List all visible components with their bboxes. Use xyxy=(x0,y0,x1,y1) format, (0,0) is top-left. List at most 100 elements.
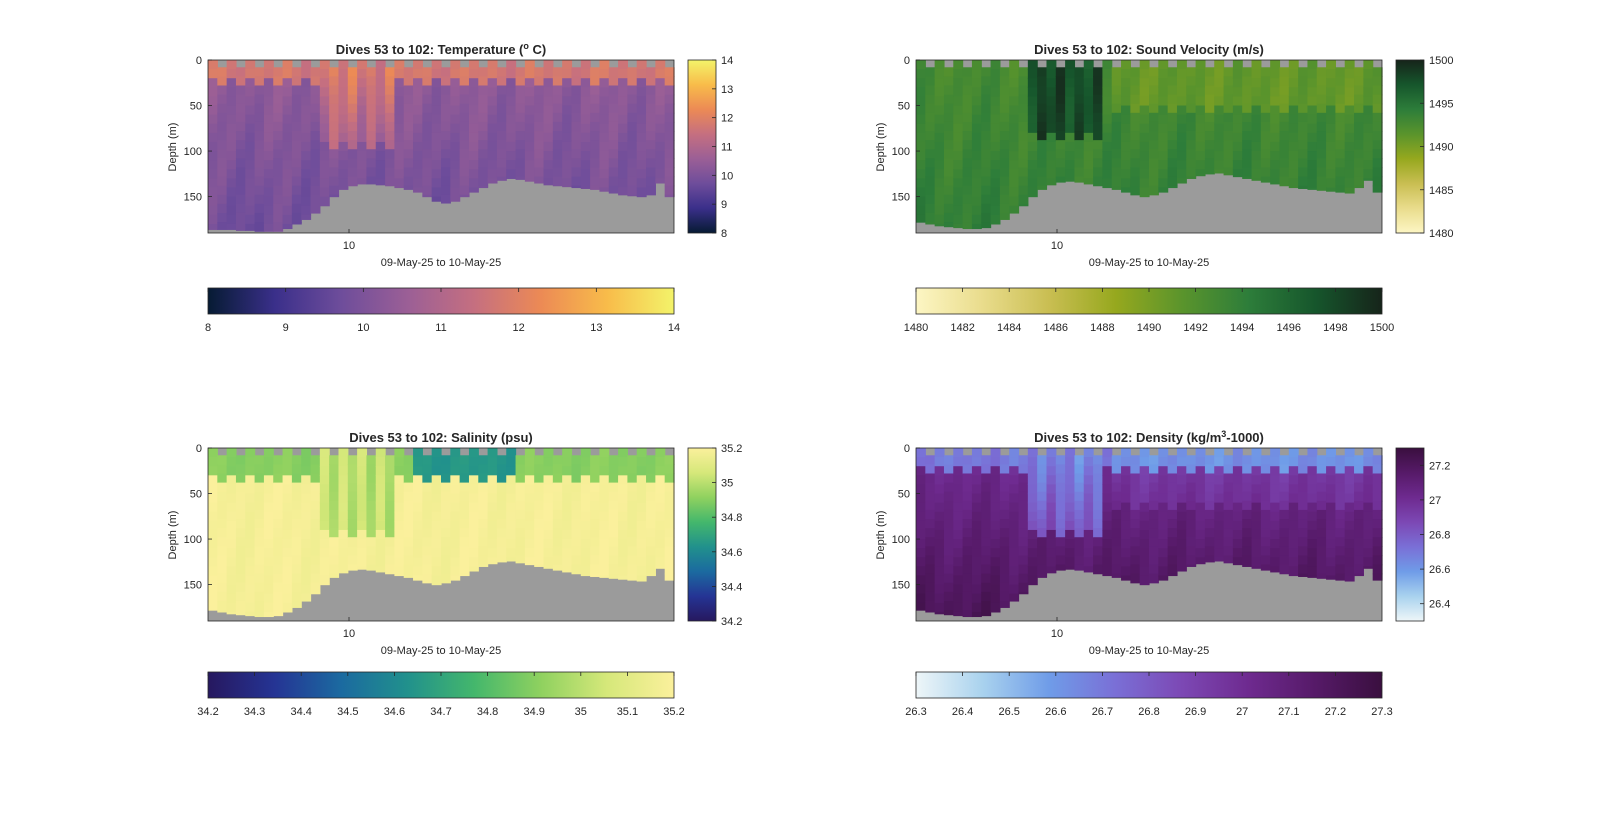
heatmap-cell xyxy=(487,502,498,513)
heatmap-cell xyxy=(1102,132,1113,143)
heatmap-cell xyxy=(366,94,377,105)
heatmap-cell xyxy=(590,528,601,538)
heatmap-cell xyxy=(450,575,461,581)
heatmap-cell xyxy=(608,176,619,187)
heatmap-cell xyxy=(441,194,451,204)
heatmap-cell xyxy=(1037,94,1048,105)
heatmap-cell xyxy=(999,149,1010,159)
heatmap-cell xyxy=(1279,555,1290,566)
heatmap-cell xyxy=(1046,123,1057,134)
heatmap-cell xyxy=(1344,539,1355,549)
heatmap-cell xyxy=(245,69,256,79)
heatmap-cell xyxy=(971,584,982,595)
heatmap-cell xyxy=(999,564,1010,575)
heatmap-cell xyxy=(394,511,405,522)
heatmap-cell xyxy=(655,178,666,184)
heatmap-cell xyxy=(1251,457,1262,467)
heatmap-cell xyxy=(552,94,563,105)
heatmap-cell xyxy=(375,114,386,125)
heatmap-cell xyxy=(347,482,358,493)
heatmap-cell xyxy=(1279,94,1290,105)
heatmap-cell xyxy=(971,87,982,98)
heatmap-cell xyxy=(273,76,284,87)
heatmap-cell xyxy=(422,537,433,547)
heatmap-cell xyxy=(1279,140,1290,150)
heatmap-cell xyxy=(1232,114,1243,125)
heatmap-cell xyxy=(999,528,1010,538)
heatmap-cell xyxy=(263,223,274,232)
heatmap-cell xyxy=(459,573,470,577)
heatmap-cell xyxy=(990,557,1001,567)
heatmap-cell xyxy=(310,564,321,575)
heatmap-cell xyxy=(441,85,451,96)
heatmap-cell xyxy=(1065,123,1076,134)
heatmap-cell xyxy=(981,546,992,557)
heatmap-cell xyxy=(543,529,554,540)
heatmap-cell xyxy=(1363,493,1374,504)
heatmap-cell xyxy=(282,593,293,604)
heatmap-cell xyxy=(1335,140,1346,150)
heatmap-cell xyxy=(366,85,377,96)
heatmap-cell xyxy=(1307,123,1318,134)
heatmap-cell xyxy=(254,509,265,520)
heatmap-cell xyxy=(981,167,992,178)
heatmap-cell xyxy=(217,176,228,187)
heatmap-cell xyxy=(310,203,321,214)
heatmap-cell xyxy=(1186,140,1197,150)
heatmap-cell xyxy=(366,500,377,511)
heatmap-cell xyxy=(934,87,945,98)
heatmap-cell xyxy=(1242,131,1253,141)
heatmap-cell xyxy=(1093,500,1103,511)
heatmap-cell xyxy=(208,87,218,98)
heatmap-cell xyxy=(329,194,340,198)
heatmap-cell xyxy=(1027,69,1038,79)
heatmap-cell xyxy=(524,520,535,531)
heatmap-cell xyxy=(1307,87,1318,98)
heatmap-cell xyxy=(468,557,479,567)
heatmap-cell xyxy=(338,557,349,567)
heatmap-cell xyxy=(310,464,321,475)
heatmap-cell xyxy=(916,96,926,107)
heatmap-cell xyxy=(552,112,563,123)
heatmap-cells xyxy=(916,448,1383,618)
heatmap-cell xyxy=(1065,78,1076,88)
heatmap-cell xyxy=(1288,141,1299,152)
heatmap-cell xyxy=(1186,537,1197,547)
heatmap-cell xyxy=(226,60,237,70)
heatmap-cell xyxy=(347,491,358,502)
heatmap-cell xyxy=(618,123,628,134)
heatmap-cell xyxy=(971,105,982,116)
heatmap-cell xyxy=(999,121,1010,132)
heatmap-cell xyxy=(1055,491,1066,502)
heatmap-cell xyxy=(1214,529,1225,540)
heatmap-cell xyxy=(664,473,675,484)
heatmap-cell xyxy=(646,140,656,150)
side-colorbar-label: 12 xyxy=(721,113,733,125)
heatmap-cell xyxy=(273,573,284,584)
heatmap-cell xyxy=(1018,455,1029,465)
heatmap-cell xyxy=(263,502,274,513)
heatmap-cell xyxy=(1326,60,1336,70)
heatmap-cell xyxy=(1018,564,1029,575)
heatmap-cell xyxy=(1186,564,1197,567)
heatmap-cells xyxy=(208,448,675,618)
heatmap-cell xyxy=(571,131,582,141)
heatmap-cell xyxy=(515,158,526,169)
heatmap-cell xyxy=(459,94,470,105)
heatmap-cell xyxy=(291,185,302,196)
heatmap-cell xyxy=(1083,114,1094,125)
heatmap-cell xyxy=(1251,141,1262,152)
heatmap-cell xyxy=(394,178,405,189)
heatmap-cell xyxy=(1074,482,1085,493)
heatmap-cell xyxy=(310,76,321,87)
heatmap-cell xyxy=(627,537,638,547)
heatmap-cell xyxy=(599,529,610,540)
heatmap-cell xyxy=(282,475,293,486)
heatmap-cell xyxy=(925,582,936,593)
heatmap-cell xyxy=(1139,484,1150,495)
heatmap-cell xyxy=(552,528,563,538)
heatmap-cell xyxy=(254,555,265,566)
heatmap-cell xyxy=(273,464,284,475)
heatmap-cell xyxy=(1372,149,1383,159)
heatmap-cell xyxy=(1242,464,1253,475)
